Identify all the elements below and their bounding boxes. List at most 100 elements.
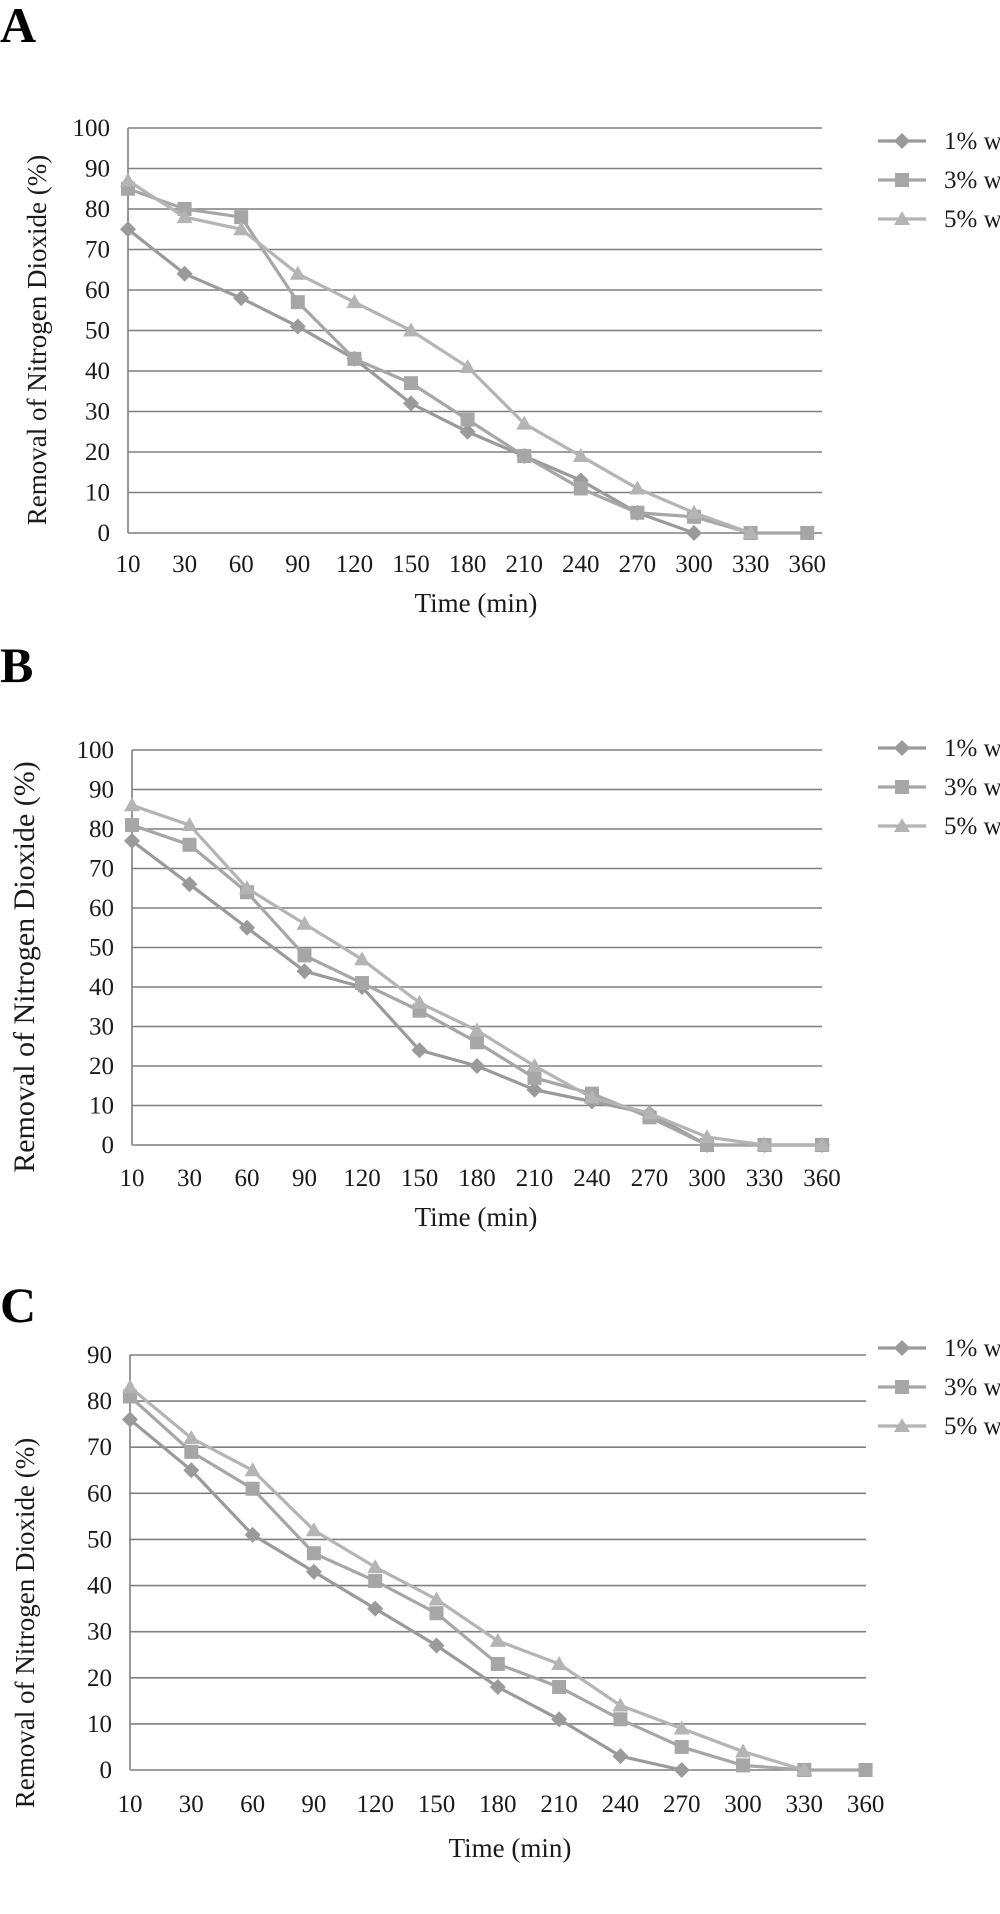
data-point bbox=[181, 876, 198, 893]
y-tick-label: 20 bbox=[89, 1053, 114, 1080]
x-tick-label: 90 bbox=[285, 551, 310, 578]
y-tick-label: 30 bbox=[87, 1619, 112, 1646]
data-point bbox=[122, 1379, 138, 1394]
x-tick-label: 180 bbox=[449, 551, 487, 578]
data-point bbox=[516, 415, 533, 430]
y-tick-label: 0 bbox=[98, 520, 111, 547]
x-tick-label: 210 bbox=[505, 551, 543, 578]
data-point bbox=[572, 448, 589, 463]
x-tick-label: 240 bbox=[602, 1791, 640, 1818]
y-tick-label: 80 bbox=[87, 1388, 112, 1415]
x-tick-label: 180 bbox=[479, 1791, 517, 1818]
legend-marker bbox=[894, 133, 910, 149]
data-point bbox=[429, 1606, 444, 1621]
x-tick-label: 150 bbox=[392, 551, 430, 578]
y-tick-label: 90 bbox=[85, 156, 110, 183]
data-point bbox=[367, 1600, 384, 1617]
x-tick-label: 120 bbox=[343, 1165, 381, 1192]
x-tick-label: 270 bbox=[619, 551, 657, 578]
data-point bbox=[355, 976, 369, 991]
series-diamond bbox=[122, 1411, 690, 1778]
data-point bbox=[526, 1058, 543, 1072]
data-point bbox=[584, 1089, 600, 1104]
legend-label: 1% wt bbox=[944, 1335, 1000, 1362]
data-point bbox=[403, 395, 419, 412]
data-point bbox=[244, 1526, 261, 1543]
data-point bbox=[289, 318, 306, 335]
data-point bbox=[120, 172, 136, 187]
data-point bbox=[354, 951, 370, 966]
data-point bbox=[305, 1563, 322, 1580]
x-tick-label: 90 bbox=[301, 1791, 326, 1818]
series-line bbox=[128, 1395, 866, 1772]
data-point bbox=[470, 1035, 484, 1050]
y-tick-label: 80 bbox=[85, 196, 110, 223]
x-axis-title: Time (min) bbox=[415, 1202, 538, 1232]
data-point bbox=[183, 1462, 200, 1479]
x-tick-label: 330 bbox=[732, 551, 770, 578]
data-point bbox=[346, 294, 363, 309]
series-triangle bbox=[120, 172, 759, 539]
data-point bbox=[182, 837, 197, 852]
data-point bbox=[125, 818, 139, 833]
x-tick-label: 30 bbox=[177, 1165, 202, 1192]
legend-marker bbox=[894, 740, 910, 756]
y-tick-label: 100 bbox=[77, 737, 115, 764]
x-tick-label: 120 bbox=[336, 551, 374, 578]
data-point bbox=[296, 915, 313, 930]
data-point bbox=[630, 505, 645, 520]
data-point bbox=[673, 1762, 690, 1778]
data-point bbox=[245, 1481, 260, 1496]
y-tick-label: 10 bbox=[85, 480, 110, 507]
data-point bbox=[629, 480, 646, 495]
series-line bbox=[128, 1418, 683, 1772]
data-point bbox=[233, 221, 250, 236]
data-point bbox=[305, 1522, 322, 1537]
x-tick-label: 60 bbox=[229, 551, 254, 578]
data-point bbox=[735, 1743, 751, 1758]
data-point bbox=[347, 351, 362, 366]
data-point bbox=[184, 1444, 199, 1459]
data-point bbox=[459, 423, 476, 440]
data-point bbox=[233, 290, 250, 307]
x-tick-label: 210 bbox=[516, 1165, 554, 1192]
data-point bbox=[612, 1748, 629, 1765]
data-point bbox=[756, 1137, 773, 1151]
series-line bbox=[131, 823, 822, 1147]
data-point bbox=[517, 449, 532, 464]
data-point bbox=[527, 1070, 542, 1085]
x-tick-label: 60 bbox=[235, 1165, 260, 1192]
data-point bbox=[306, 1546, 321, 1561]
legend-label: 3% wt bbox=[944, 774, 1000, 801]
x-tick-label: 330 bbox=[746, 1165, 784, 1192]
data-point bbox=[551, 1655, 568, 1670]
x-tick-label: 270 bbox=[663, 1791, 701, 1818]
data-point bbox=[296, 963, 313, 980]
y-axis-title: Removal of Nitrogen Dioxide (%) bbox=[10, 1438, 40, 1808]
data-point bbox=[183, 1430, 200, 1444]
data-point bbox=[736, 1758, 750, 1773]
x-tick-label: 120 bbox=[356, 1791, 394, 1818]
data-point bbox=[469, 1058, 485, 1074]
data-point bbox=[411, 1042, 428, 1059]
x-tick-label: 10 bbox=[118, 1791, 143, 1818]
x-tick-label: 10 bbox=[116, 551, 141, 578]
data-point bbox=[490, 1656, 505, 1671]
series-line bbox=[131, 803, 822, 1147]
chart-panel-a: A 0 10 20 30 40 50 60 70 80 90 100 10 30 60 90 120 150 1… bbox=[0, 0, 1000, 620]
legend-label: 5% wt bbox=[944, 813, 1000, 840]
data-point bbox=[289, 265, 306, 280]
series-triangle bbox=[124, 797, 830, 1151]
y-tick-label: 30 bbox=[85, 399, 110, 426]
data-point bbox=[239, 880, 255, 895]
y-tick-label: 60 bbox=[89, 895, 114, 922]
data-point bbox=[612, 1697, 629, 1712]
legend-label: 3% wt bbox=[944, 167, 1000, 194]
y-tick-label: 0 bbox=[100, 1757, 113, 1784]
y-tick-label: 70 bbox=[87, 1434, 112, 1461]
legend-label: 1% wt bbox=[944, 128, 1000, 155]
data-point bbox=[800, 526, 815, 540]
legend-marker bbox=[894, 818, 910, 832]
